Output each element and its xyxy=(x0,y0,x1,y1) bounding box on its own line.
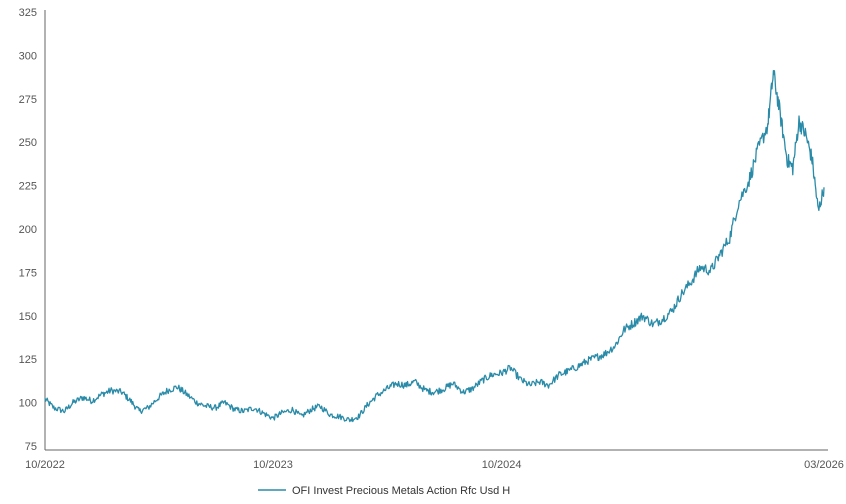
y-tick-label: 125 xyxy=(19,354,37,366)
y-axis: 75 100 125 150 175 200 225 250 275 300 325 xyxy=(19,7,46,453)
y-tick-label: 300 xyxy=(19,50,37,62)
x-tick-label: 10/2022 xyxy=(25,459,65,471)
y-tick-label: 250 xyxy=(19,137,37,149)
x-tick-label: 03/2026 xyxy=(804,459,844,471)
y-tick-label: 200 xyxy=(19,224,37,236)
y-tick-label: 325 xyxy=(19,7,37,19)
legend-label: OFI Invest Precious Metals Action Rfc Us… xyxy=(292,485,510,497)
y-tick-label: 175 xyxy=(19,267,37,279)
y-tick-label: 225 xyxy=(19,181,37,193)
series-layer xyxy=(44,69,825,423)
y-tick-label: 100 xyxy=(19,398,37,410)
y-tick-label: 275 xyxy=(19,94,37,106)
series-line xyxy=(44,69,825,423)
x-tick-label: 10/2023 xyxy=(253,459,293,471)
y-tick-label: 150 xyxy=(19,311,37,323)
legend: OFI Invest Precious Metals Action Rfc Us… xyxy=(258,485,510,497)
x-tick-label: 10/2024 xyxy=(482,459,522,471)
x-axis: 10/2022 10/2023 10/2024 03/2026 xyxy=(25,449,844,471)
y-tick-label: 75 xyxy=(25,441,37,453)
